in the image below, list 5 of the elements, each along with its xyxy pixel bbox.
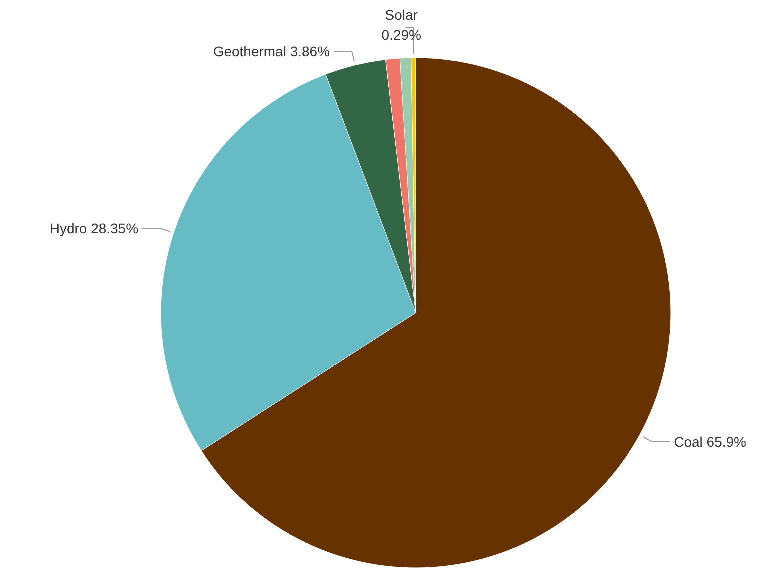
data-label: 0.29% [382,27,422,43]
slice-label: Coal 65.9% [674,434,747,450]
slice-label: Hydro 28.35% [50,220,139,237]
slice-label: Geothermal 3.86% [213,44,330,60]
slice-label: Solar [385,7,418,23]
